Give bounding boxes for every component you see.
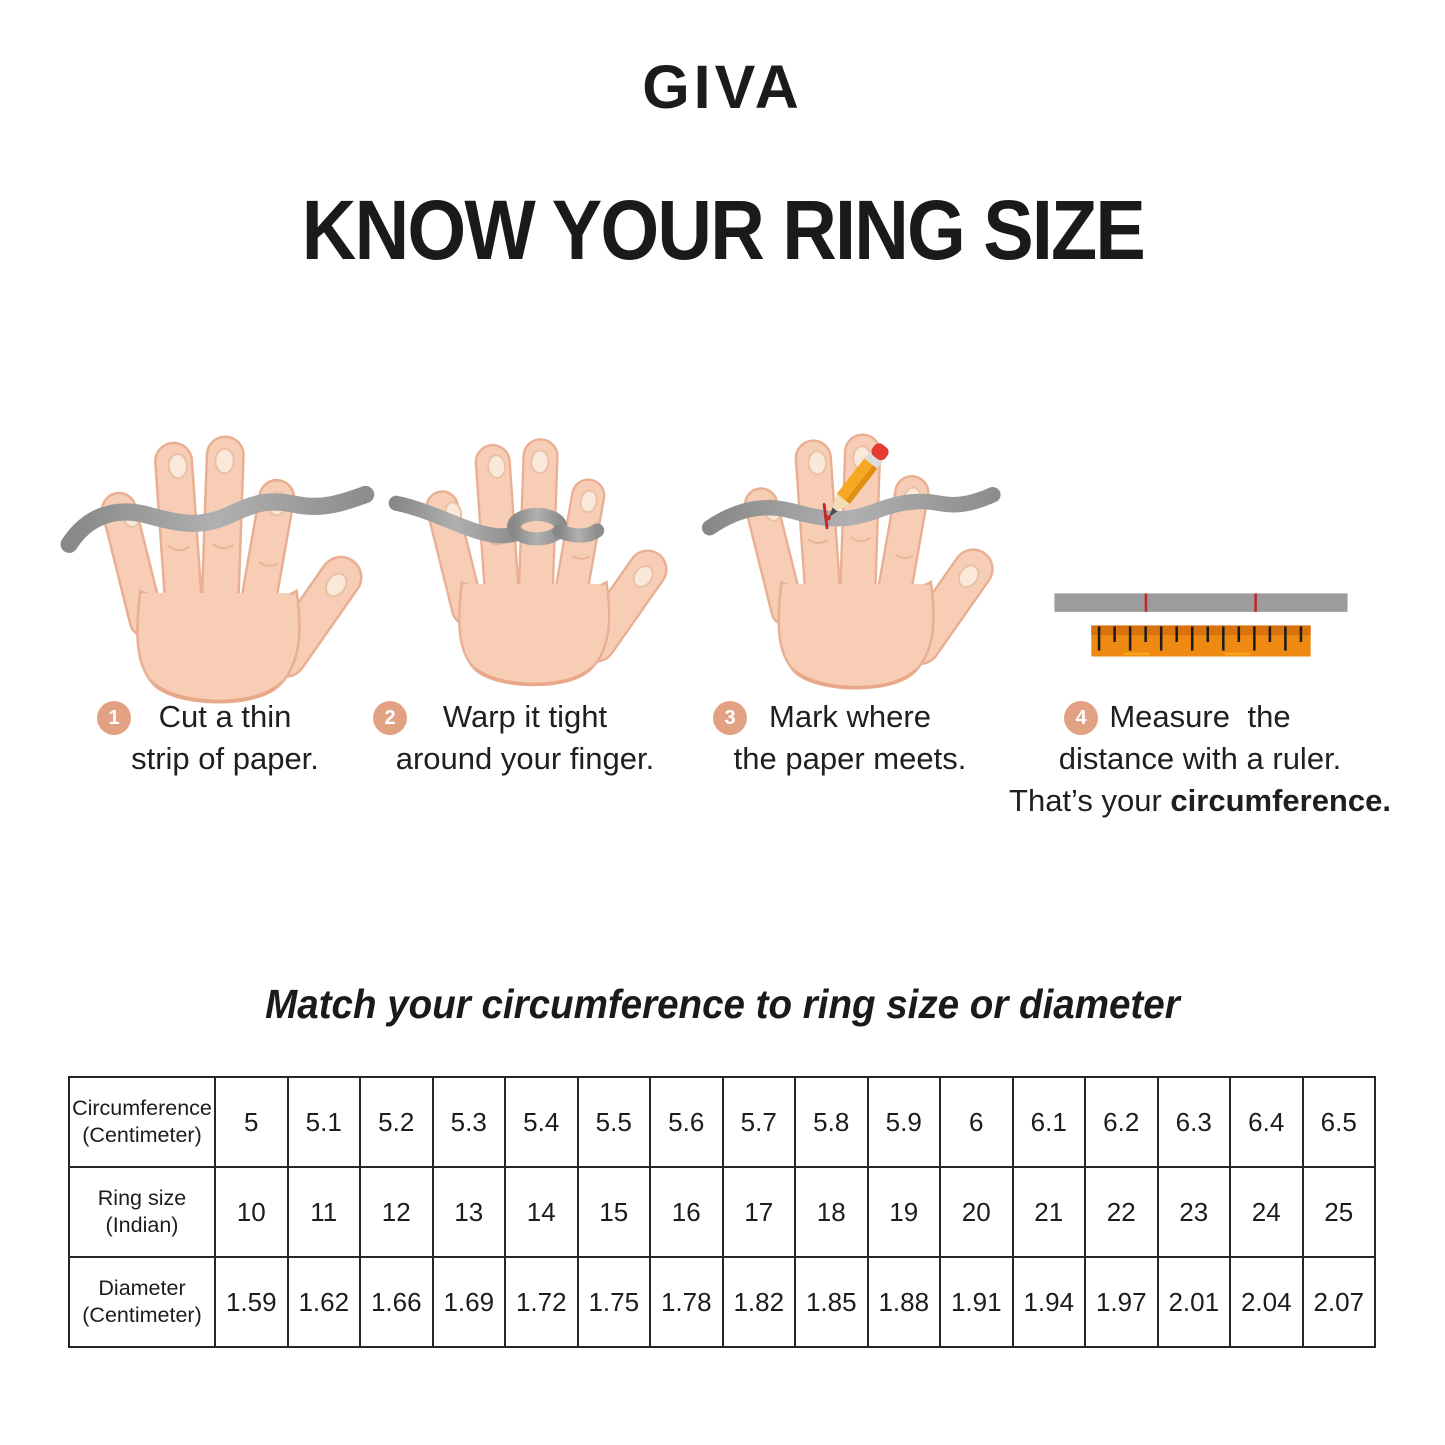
table-cell: 5.1	[286, 1076, 361, 1168]
table-cell: 12	[359, 1166, 434, 1258]
table-cell: 10	[214, 1166, 289, 1258]
step-number-badge: 1	[97, 701, 131, 735]
step-2: 2 Warp it tight around your finger.	[355, 696, 695, 780]
table-cell: 1.66	[359, 1256, 434, 1348]
table-cell: 23	[1156, 1166, 1231, 1258]
table-row-circumference: Circumference (Centimeter) 5 5.1 5.2 5.3…	[68, 1076, 1376, 1168]
table-cell: 17	[721, 1166, 796, 1258]
table-cell: 6.1	[1011, 1076, 1086, 1168]
table-cell: 15	[576, 1166, 651, 1258]
table-cell: 1.75	[576, 1256, 651, 1348]
page-title: KNOW YOUR RING SIZE	[301, 183, 1145, 277]
step-4: 4 Measure the distance with a ruler. Tha…	[1000, 696, 1400, 822]
step-line: strip of paper.	[131, 741, 319, 776]
table-cell: 5.6	[649, 1076, 724, 1168]
table-cell: 5.9	[866, 1076, 941, 1168]
ring-size-table: Circumference (Centimeter) 5 5.1 5.2 5.3…	[68, 1076, 1376, 1348]
table-cell: 5.3	[431, 1076, 506, 1168]
step-line: Cut a thin	[158, 699, 292, 734]
table-cell: 1.88	[866, 1256, 941, 1348]
table-cell: 2.01	[1156, 1256, 1231, 1348]
table-cell: 6.3	[1156, 1076, 1231, 1168]
table-cell: 1.69	[431, 1256, 506, 1348]
step-line: around your finger.	[395, 741, 655, 776]
table-row-label: Ring size (Indian)	[68, 1166, 216, 1258]
step-line: Measure the	[1109, 699, 1291, 734]
step-number-badge: 2	[373, 701, 407, 735]
table-row-label: Circumference (Centimeter)	[68, 1076, 216, 1168]
step-number-badge: 4	[1064, 701, 1098, 735]
hand-paper-strip-illustration	[55, 392, 390, 727]
step-number-badge: 3	[713, 701, 747, 735]
step-line: Mark where	[769, 699, 931, 734]
table-cell: 5.8	[794, 1076, 869, 1168]
table-cell: 1.59	[214, 1256, 289, 1348]
step-3: 3 Mark where the paper meets.	[690, 696, 1010, 780]
ruler-icon	[1091, 625, 1311, 657]
table-cell: 6.2	[1084, 1076, 1159, 1168]
table-cell: 6.5	[1301, 1076, 1376, 1168]
step-line: Warp it tight	[442, 699, 608, 734]
hand-pencil-mark-illustration	[700, 392, 1020, 712]
table-cell: 13	[431, 1166, 506, 1258]
table-cell: 5.2	[359, 1076, 434, 1168]
table-cell: 1.97	[1084, 1256, 1159, 1348]
table-cell: 5.5	[576, 1076, 651, 1168]
hand-strip-wrapped-illustration	[383, 398, 693, 708]
step-line: That’s your circumference.	[1009, 783, 1391, 818]
table-cell: 20	[939, 1166, 1014, 1258]
table-cell: 6.4	[1229, 1076, 1304, 1168]
table-cell: 1.94	[1011, 1256, 1086, 1348]
table-cell: 1.72	[504, 1256, 579, 1348]
table-cell: 14	[504, 1166, 579, 1258]
table-cell: 2.07	[1301, 1256, 1376, 1348]
table-cell: 19	[866, 1166, 941, 1258]
table-row-label: Diameter (Centimeter)	[68, 1256, 216, 1348]
table-cell: 16	[649, 1166, 724, 1258]
table-row-ring-size: Ring size (Indian) 10 11 12 13 14 15 16 …	[68, 1166, 1376, 1258]
table-cell: 2.04	[1229, 1256, 1304, 1348]
table-cell: 22	[1084, 1166, 1159, 1258]
pencil-icon	[825, 443, 889, 521]
table-cell: 5.7	[721, 1076, 796, 1168]
table-cell: 24	[1229, 1166, 1304, 1258]
step-1: 1 Cut a thin strip of paper.	[75, 696, 375, 780]
table-cell: 1.78	[649, 1256, 724, 1348]
ruler-measure-illustration	[1035, 565, 1365, 682]
step-line: distance with a ruler.	[1058, 741, 1342, 776]
table-cell: 21	[1011, 1166, 1086, 1258]
table-subtitle: Match your circumference to ring size or…	[265, 981, 1180, 1027]
table-cell: 11	[286, 1166, 361, 1258]
table-cell: 1.82	[721, 1256, 796, 1348]
brand-logo: GIVA	[642, 53, 803, 121]
table-cell: 1.62	[286, 1256, 361, 1348]
table-cell: 25	[1301, 1166, 1376, 1258]
table-cell: 6	[939, 1076, 1014, 1168]
table-cell: 18	[794, 1166, 869, 1258]
table-cell: 5.4	[504, 1076, 579, 1168]
table-cell: 5	[214, 1076, 289, 1168]
table-cell: 1.91	[939, 1256, 1014, 1348]
table-cell: 1.85	[794, 1256, 869, 1348]
table-row-diameter: Diameter (Centimeter) 1.59 1.62 1.66 1.6…	[68, 1256, 1376, 1348]
step-line: the paper meets.	[733, 741, 967, 776]
